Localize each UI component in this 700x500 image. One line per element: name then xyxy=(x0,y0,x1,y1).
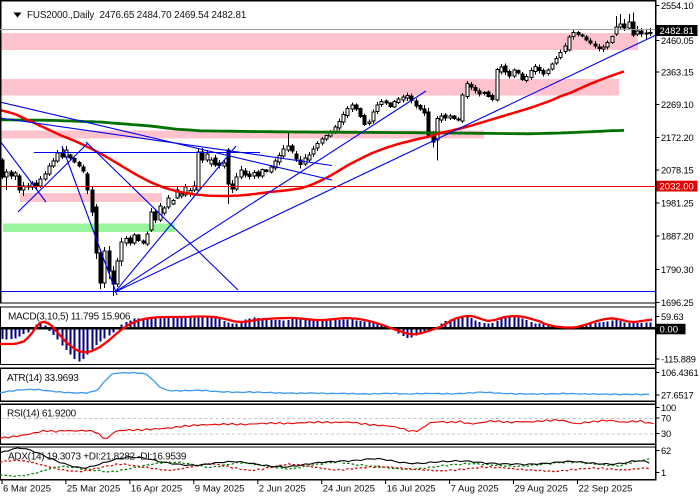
svg-text:1790.30: 1790.30 xyxy=(661,265,694,275)
svg-text:30: 30 xyxy=(661,429,671,439)
svg-text:62: 62 xyxy=(661,446,671,456)
svg-text:2172.20: 2172.20 xyxy=(661,133,694,143)
svg-text:16 Jul 2025: 16 Jul 2025 xyxy=(387,484,436,495)
svg-text:27.6517: 27.6517 xyxy=(661,390,694,400)
svg-text:9 May 2025: 9 May 2025 xyxy=(195,484,245,495)
svg-text:100: 100 xyxy=(661,403,676,413)
svg-text:22 Sep 2025: 22 Sep 2025 xyxy=(579,484,633,495)
svg-text:ATR(14) 33.9693: ATR(14) 33.9693 xyxy=(7,373,79,384)
svg-text:MACD(3,10,5) 11.795 15.906: MACD(3,10,5) 11.795 15.906 xyxy=(8,312,131,323)
svg-text:16 Apr 2025: 16 Apr 2025 xyxy=(131,484,182,495)
svg-text:59.63: 59.63 xyxy=(661,312,684,322)
svg-text:2269.10: 2269.10 xyxy=(661,100,694,110)
svg-text:RSI(14) 61.9200: RSI(14) 61.9200 xyxy=(7,409,77,420)
svg-text:1: 1 xyxy=(661,468,666,478)
svg-text:ADX(14) 19.3073 +DI:21.8282 -D: ADX(14) 19.3073 +DI:21.8282 -DI:16.9539 xyxy=(8,452,187,463)
svg-text:2078.15: 2078.15 xyxy=(661,165,694,175)
svg-text:24 Jun 2025: 24 Jun 2025 xyxy=(323,484,375,495)
svg-text:2554.10: 2554.10 xyxy=(661,1,694,11)
svg-text:FUS2000.,Daily 2476.65 2484.7: FUS2000.,Daily 2476.65 2484.70 2469.54 2… xyxy=(27,10,246,21)
svg-text:-115.889: -115.889 xyxy=(661,354,696,364)
svg-text:2460.05: 2460.05 xyxy=(661,36,694,46)
svg-text:7 Aug 2025: 7 Aug 2025 xyxy=(451,484,499,495)
svg-text:1887.20: 1887.20 xyxy=(661,231,694,241)
svg-text:1696.25: 1696.25 xyxy=(661,298,694,308)
svg-text:2363.15: 2363.15 xyxy=(661,67,694,77)
svg-text:25 Mar 2025: 25 Mar 2025 xyxy=(67,484,120,495)
svg-text:70: 70 xyxy=(661,413,671,423)
svg-text:2482.81: 2482.81 xyxy=(660,26,694,37)
svg-text:0.00: 0.00 xyxy=(660,324,679,335)
svg-text:2 Jun 2025: 2 Jun 2025 xyxy=(259,484,306,495)
svg-text:106.4361: 106.4361 xyxy=(661,368,699,378)
svg-text:6 Mar 2025: 6 Mar 2025 xyxy=(3,484,51,495)
svg-text:1981.25: 1981.25 xyxy=(661,198,694,208)
svg-text:29 Aug 2025: 29 Aug 2025 xyxy=(515,484,568,495)
svg-text:2032.00: 2032.00 xyxy=(660,182,694,193)
